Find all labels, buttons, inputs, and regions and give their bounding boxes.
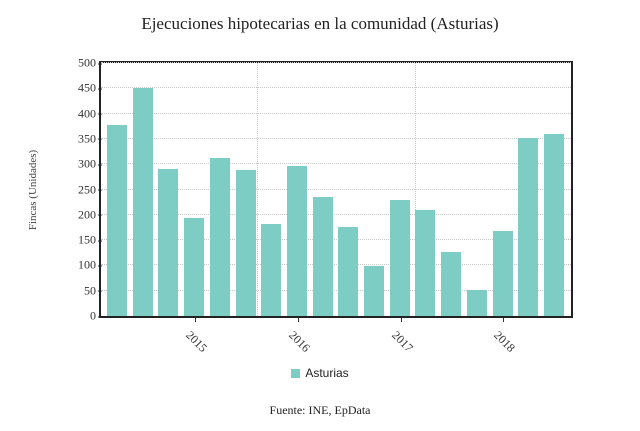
bar	[389, 200, 410, 316]
x-tick-label: 2015	[183, 328, 210, 355]
bar	[286, 165, 307, 316]
gridline-horizontal	[101, 163, 571, 165]
gridline-vertical	[415, 63, 416, 316]
y-tick-label: 450	[56, 81, 102, 96]
y-tick-label: 0	[56, 309, 102, 324]
gridline-horizontal	[101, 112, 571, 114]
bar	[209, 157, 230, 316]
x-tick-mark	[401, 318, 402, 322]
x-tick-mark	[298, 318, 299, 322]
x-tick-label: 2017	[389, 328, 416, 355]
bar	[518, 138, 539, 316]
bar	[235, 169, 256, 316]
y-axis-label: Fincas (Unidades)	[27, 149, 39, 231]
y-tick-label: 250	[56, 182, 102, 197]
gridline-horizontal	[101, 87, 571, 89]
gridline-horizontal	[101, 264, 571, 266]
legend: Asturias	[0, 366, 640, 380]
bar	[107, 125, 127, 316]
y-tick-label: 150	[56, 233, 102, 248]
gridline-horizontal	[101, 289, 571, 291]
bar	[184, 218, 205, 316]
gridline-horizontal	[101, 188, 571, 190]
y-tick-label: 50	[56, 283, 102, 298]
bar	[492, 231, 513, 316]
source-note: Fuente: INE, EpData	[269, 403, 371, 417]
y-tick-label: 500	[56, 56, 102, 71]
x-tick-mark	[195, 318, 196, 322]
y-tick-label: 100	[56, 258, 102, 273]
y-tick-label: 400	[56, 106, 102, 121]
gridline-horizontal	[101, 62, 571, 63]
gridline-horizontal	[101, 239, 571, 241]
bar	[312, 197, 333, 316]
x-tick-label: 2016	[286, 328, 313, 355]
legend-label: Asturias	[305, 366, 349, 380]
bar	[466, 290, 487, 316]
bar	[338, 226, 359, 316]
bar	[441, 251, 462, 316]
x-tick-mark	[503, 318, 504, 322]
bar	[415, 209, 436, 316]
gridline-horizontal	[101, 137, 571, 139]
bar	[132, 87, 153, 316]
bar	[364, 266, 384, 316]
gridline-vertical	[257, 63, 258, 316]
bar	[543, 134, 564, 316]
bar	[261, 223, 282, 316]
y-tick-label: 200	[56, 207, 102, 222]
legend-swatch-icon	[291, 369, 301, 378]
plot-area	[99, 61, 573, 318]
chart-title: Ejecuciones hipotecarias en la comunidad…	[141, 14, 499, 33]
y-tick-label: 350	[56, 131, 102, 146]
y-tick-label: 300	[56, 157, 102, 172]
x-tick-label: 2018	[491, 328, 518, 355]
gridline-horizontal	[101, 213, 571, 215]
bar	[158, 168, 179, 316]
